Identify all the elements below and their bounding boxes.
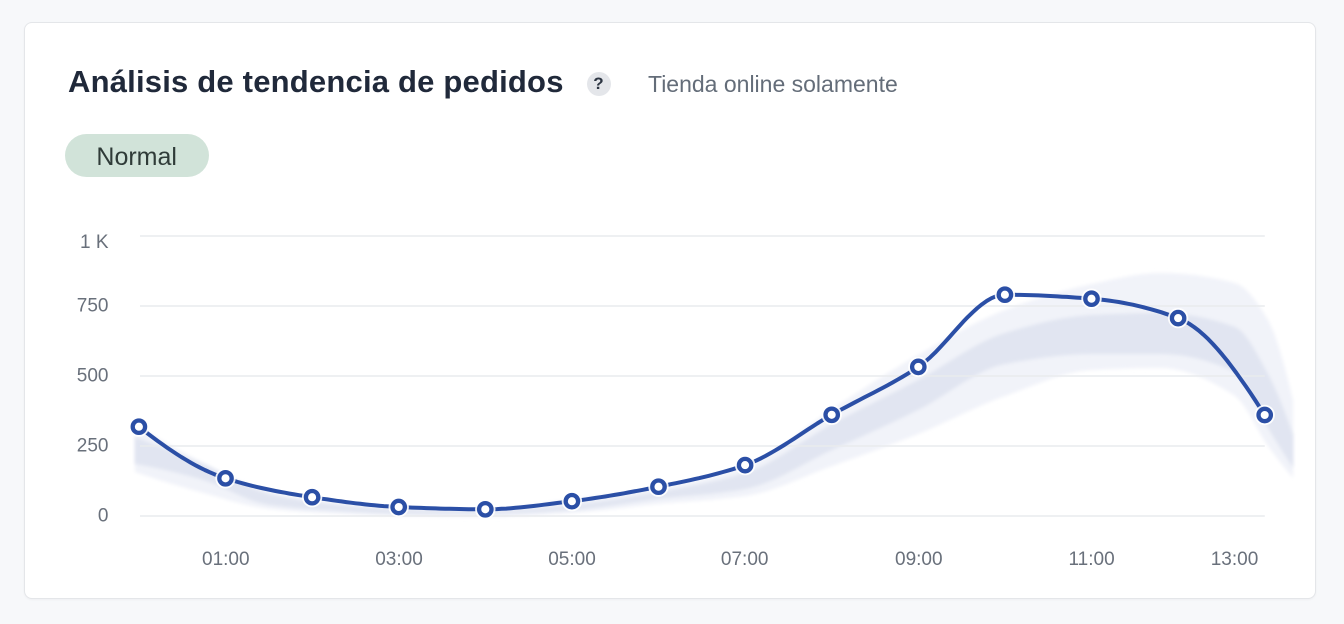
svg-text:250: 250 — [77, 436, 109, 457]
svg-text:750: 750 — [77, 296, 109, 317]
svg-text:05:00: 05:00 — [548, 549, 596, 570]
svg-text:13:00: 13:00 — [1211, 549, 1259, 570]
svg-text:500: 500 — [77, 366, 109, 387]
svg-text:01:00: 01:00 — [202, 549, 250, 570]
svg-text:03:00: 03:00 — [375, 549, 423, 570]
svg-text:09:00: 09:00 — [895, 549, 943, 570]
svg-text:11:00: 11:00 — [1069, 549, 1115, 570]
svg-text:07:00: 07:00 — [721, 549, 769, 570]
svg-text:0: 0 — [98, 506, 109, 527]
svg-text:1 K: 1 K — [80, 232, 109, 253]
